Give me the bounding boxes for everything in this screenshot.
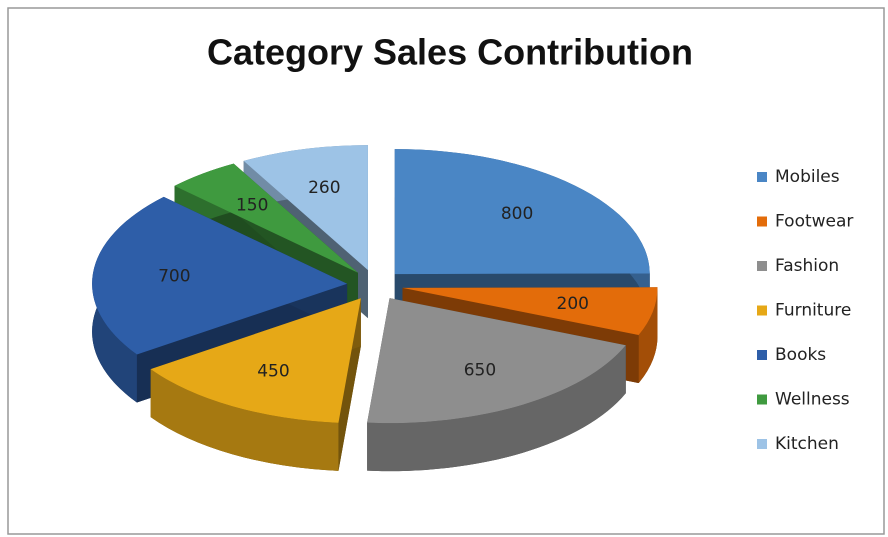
chart-title: Category Sales Contribution: [207, 32, 693, 73]
data-label: 450: [257, 362, 289, 382]
slice-side: [150, 369, 339, 471]
legend-swatch: [757, 216, 767, 227]
slice-side: [367, 345, 626, 472]
slice: 450: [150, 298, 361, 471]
slice-top: [150, 298, 361, 423]
legend-swatch: [757, 394, 767, 405]
legend-label: Fashion: [775, 256, 839, 276]
legend-swatch: [757, 172, 767, 182]
legend-label: Wellness: [775, 390, 850, 410]
slice-top: [367, 298, 626, 424]
legend-label: Books: [775, 345, 826, 365]
data-label: 150: [236, 195, 268, 215]
slice-top: [174, 163, 358, 273]
legend-swatch: [757, 350, 767, 360]
slice-top: [243, 145, 368, 271]
legend-label: Mobiles: [775, 167, 840, 187]
data-label: 260: [308, 178, 340, 198]
legend-swatch: [757, 439, 767, 449]
legend-swatch: [757, 261, 767, 271]
slice-top: [402, 287, 658, 336]
slice-top: [394, 149, 650, 275]
slice-side: [638, 287, 658, 384]
legend-label: Footwear: [775, 212, 853, 232]
data-label: 800: [501, 204, 533, 224]
slice-top: [92, 196, 348, 355]
data-label: 650: [464, 361, 496, 381]
data-label: 200: [557, 294, 589, 314]
data-label: 700: [158, 267, 190, 287]
legend-swatch: [757, 305, 767, 316]
legend-label: Kitchen: [775, 434, 839, 454]
slice: 650: [367, 298, 626, 472]
legend-label: Furniture: [775, 301, 851, 321]
